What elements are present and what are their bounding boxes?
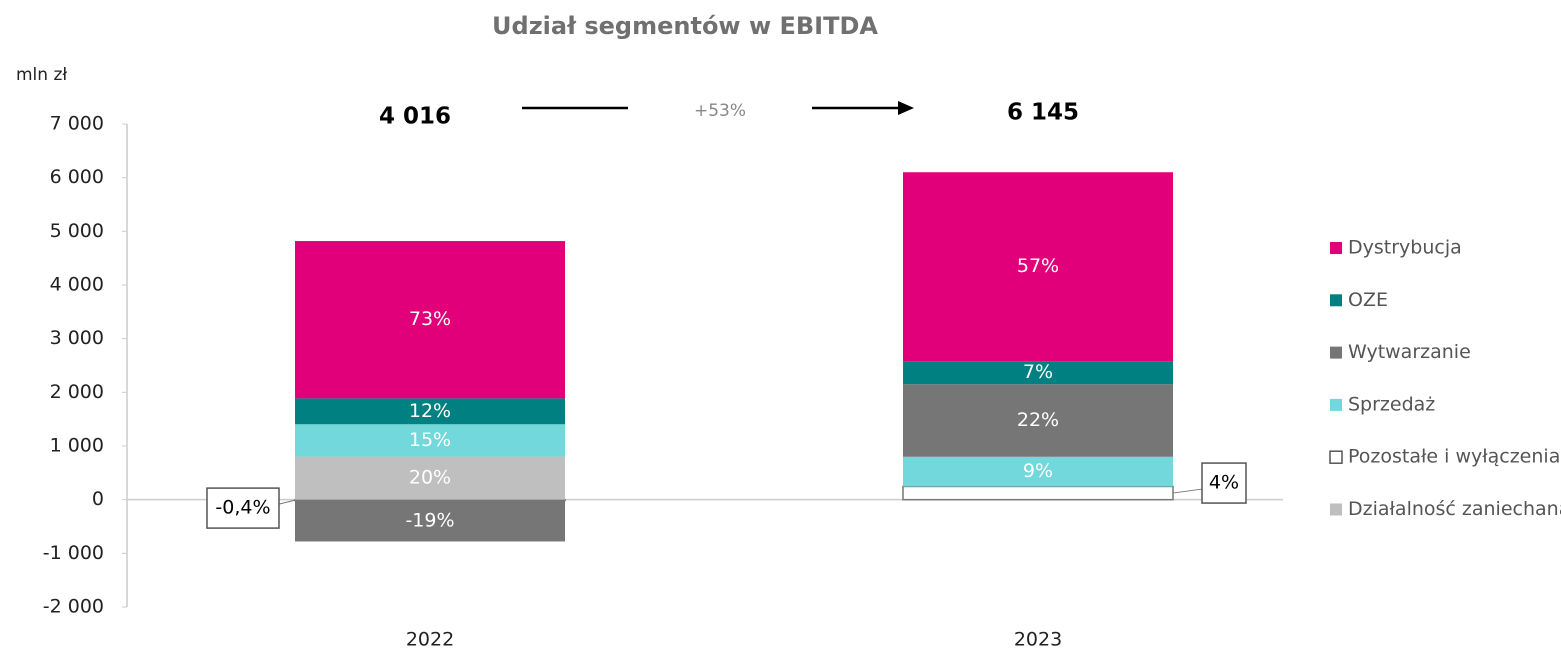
legend-swatch bbox=[1329, 450, 1343, 464]
legend-label: Dystrybucja bbox=[1348, 237, 1462, 259]
leader-line bbox=[278, 499, 296, 505]
bar-segment bbox=[903, 384, 1173, 457]
bar-segment bbox=[903, 361, 1173, 385]
y-tick-label: 1 000 bbox=[50, 435, 104, 457]
y-tick-label: 5 000 bbox=[50, 220, 104, 242]
x-tick-label: 2022 bbox=[406, 629, 454, 651]
y-tick-label: 4 000 bbox=[50, 274, 104, 296]
legend-label: Pozostałe i wyłączenia bbox=[1348, 446, 1560, 468]
bar-segment bbox=[294, 498, 566, 502]
bar-segment bbox=[903, 172, 1173, 362]
value-label: 22% bbox=[1017, 409, 1059, 431]
y-tick-label: 0 bbox=[92, 488, 104, 510]
value-label: 15% bbox=[409, 429, 451, 451]
legend-swatch bbox=[1330, 294, 1342, 307]
x-tick-label: 2023 bbox=[1014, 629, 1062, 651]
value-label: -0,4% bbox=[215, 497, 270, 519]
chart-title: Udział segmentów w EBITDA bbox=[492, 12, 878, 40]
total-label: 6 145 bbox=[1007, 100, 1079, 126]
y-tick-label: 2 000 bbox=[50, 381, 104, 403]
value-label: -19% bbox=[405, 509, 454, 531]
legend-swatch bbox=[1330, 398, 1342, 411]
change-label: +53% bbox=[694, 101, 746, 121]
value-label: 20% bbox=[409, 467, 451, 489]
y-tick-label: 3 000 bbox=[50, 327, 104, 349]
y-tick-label: 7 000 bbox=[50, 113, 104, 135]
legend-swatch bbox=[1330, 242, 1342, 254]
leader-line bbox=[1172, 488, 1203, 494]
value-label: 4% bbox=[1209, 472, 1239, 494]
arrow-head bbox=[898, 101, 914, 115]
total-label: 4 016 bbox=[379, 104, 451, 130]
value-label: 73% bbox=[409, 308, 451, 330]
label-box bbox=[206, 487, 280, 529]
legend-swatch bbox=[1330, 503, 1342, 516]
legend-label: OZE bbox=[1348, 289, 1388, 311]
label-box bbox=[1201, 462, 1247, 504]
value-label: 9% bbox=[1023, 460, 1053, 482]
bar-segment bbox=[295, 500, 565, 542]
value-label: 7% bbox=[1023, 361, 1053, 383]
legend-swatch bbox=[1330, 346, 1342, 359]
y-tick-label: -1 000 bbox=[43, 542, 104, 564]
legend-label: Działalność zaniechana bbox=[1348, 498, 1561, 520]
y-axis-label: mln zł bbox=[16, 65, 67, 85]
bar-segment bbox=[903, 456, 1173, 487]
legend-label: Sprzedaż bbox=[1348, 393, 1435, 415]
legend-label: Wytwarzanie bbox=[1348, 341, 1471, 363]
value-label: 57% bbox=[1017, 255, 1059, 277]
value-label: 12% bbox=[409, 400, 451, 422]
y-tick-label: -2 000 bbox=[43, 596, 104, 618]
bar-segment bbox=[295, 456, 565, 500]
bar-segment bbox=[295, 398, 565, 425]
bar-segment bbox=[295, 241, 565, 399]
y-tick-label: 6 000 bbox=[50, 166, 104, 188]
bar-segment bbox=[902, 485, 1174, 501]
bar-segment bbox=[295, 424, 565, 457]
